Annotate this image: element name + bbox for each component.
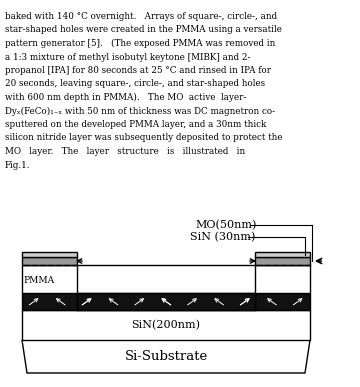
Text: 20 seconds, leaving square-, circle-, and star-shaped holes: 20 seconds, leaving square-, circle-, an…: [5, 79, 265, 89]
Text: MO   layer.   The   layer   structure   is   illustrated   in: MO layer. The layer structure is illustr…: [5, 147, 245, 156]
Bar: [22, 257, 77, 265]
Bar: [255, 265, 310, 293]
Text: star-shaped holes were created in the PMMA using a versatile: star-shaped holes were created in the PM…: [5, 26, 282, 34]
Bar: [22, 310, 310, 340]
Text: PMMA: PMMA: [23, 276, 54, 285]
Text: a 1:3 mixture of methyl isobutyl keytone [MIBK] and 2-: a 1:3 mixture of methyl isobutyl keytone…: [5, 53, 251, 62]
Bar: [255, 257, 310, 265]
Text: baked with 140 °C overnight.   Arrays of square-, circle-, and: baked with 140 °C overnight. Arrays of s…: [5, 12, 277, 21]
Bar: [255, 252, 310, 257]
Text: Si-Substrate: Si-Substrate: [124, 350, 208, 363]
Polygon shape: [22, 340, 310, 373]
Text: silicon nitride layer was subsequently deposited to protect the: silicon nitride layer was subsequently d…: [5, 134, 283, 142]
Text: Fig.1.: Fig.1.: [5, 161, 31, 170]
Bar: [22, 265, 77, 293]
Bar: [22, 252, 77, 257]
Text: SiN (30nm): SiN (30nm): [190, 232, 255, 242]
Bar: [77, 293, 255, 310]
Text: sputtered on the developed PMMA layer, and a 30nm thick: sputtered on the developed PMMA layer, a…: [5, 120, 266, 129]
Text: MO(50nm): MO(50nm): [195, 220, 256, 230]
Text: pattern generator [5].   (The exposed PMMA was removed in: pattern generator [5]. (The exposed PMMA…: [5, 39, 275, 48]
Text: with 600 nm depth in PMMA).   The MO  active  layer-: with 600 nm depth in PMMA). The MO activ…: [5, 93, 246, 102]
Text: SiN(200nm): SiN(200nm): [131, 320, 201, 330]
Bar: [22, 293, 310, 310]
Text: Dyₓ(FeCo)₁₋ₓ with 50 nm of thickness was DC magnetron co-: Dyₓ(FeCo)₁₋ₓ with 50 nm of thickness was…: [5, 106, 275, 116]
Text: propanol [IPA] for 80 seconds at 25 °C and rinsed in IPA for: propanol [IPA] for 80 seconds at 25 °C a…: [5, 66, 271, 75]
